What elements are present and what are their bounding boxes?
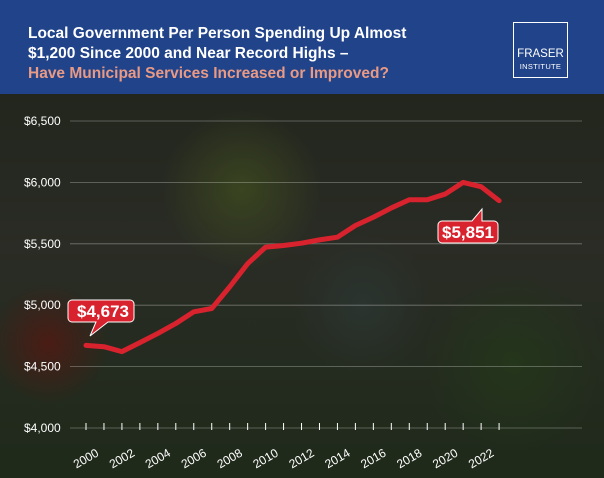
aerial-photo-background	[0, 94, 604, 478]
header-banner: Local Government Per Person Spending Up …	[0, 0, 604, 94]
title-line-1: Local Government Per Person Spending Up …	[28, 25, 407, 42]
x-tick-label: 2022	[466, 446, 496, 472]
x-tick-label: 2004	[143, 446, 173, 472]
x-tick-label: 2012	[286, 446, 316, 472]
x-tick-label: 2008	[215, 446, 245, 472]
y-tick-label: $6,000	[24, 175, 61, 189]
x-tick-label: 2020	[430, 446, 460, 472]
y-tick-label: $5,000	[24, 298, 61, 312]
series-line	[83, 179, 502, 355]
subtitle: Have Municipal Services Increased or Imp…	[28, 65, 389, 82]
callout-start-value: $4,673	[77, 302, 129, 321]
callout-end-value: $5,851	[442, 223, 494, 242]
x-tick-label: 2000	[71, 446, 101, 472]
y-tick-label: $5,500	[24, 237, 61, 251]
x-tick-label: 2014	[322, 446, 352, 472]
title-line-2: $1,200 Since 2000 and Near Record Highs …	[28, 45, 349, 62]
x-tick-label: 2002	[107, 446, 137, 472]
x-tick-label: 2010	[251, 446, 281, 472]
x-tick-label: 2006	[179, 446, 209, 472]
callout-end-bubble	[437, 207, 499, 244]
y-tick-label: $4,000	[24, 421, 61, 435]
y-tick-label: $4,500	[24, 360, 61, 374]
x-tick-label: 2016	[358, 446, 388, 472]
x-tick-label: 2018	[394, 446, 424, 472]
callout-start-bubble	[67, 299, 135, 337]
y-tick-label: $6,500	[24, 114, 61, 128]
fraser-institute-logo: FRASER INSTITUTE	[513, 22, 568, 78]
chart-title: Local Government Per Person Spending Up …	[28, 24, 406, 84]
